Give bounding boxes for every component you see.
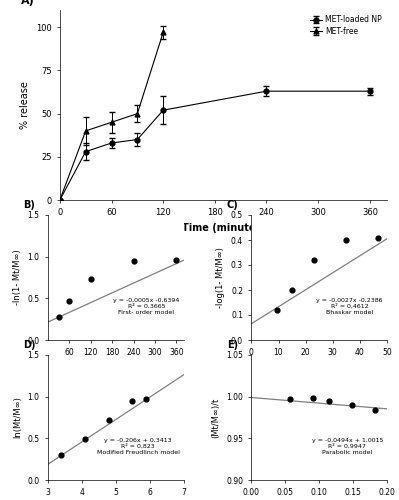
Point: [349, 401, 356, 409]
Text: A): A): [21, 0, 34, 6]
Text: B): B): [24, 200, 36, 210]
Point: [372, 406, 379, 414]
X-axis label: t/min: t/min: [105, 363, 127, 372]
Text: D): D): [24, 340, 36, 350]
Point: [130, 257, 137, 265]
Y-axis label: -log(1- Mt/M∞): -log(1- Mt/M∞): [216, 247, 225, 308]
Point: [143, 395, 149, 403]
X-axis label: Time (minutes): Time (minutes): [182, 223, 265, 233]
Text: y = -0,0494x + 1,0015
R² = 0,9947
Parabolic model: y = -0,0494x + 1,0015 R² = 0,9947 Parabo…: [312, 438, 383, 455]
Point: [274, 306, 280, 314]
Point: [173, 256, 180, 264]
Point: [129, 397, 135, 405]
Point: [287, 395, 293, 403]
Point: [326, 397, 333, 405]
Point: [105, 416, 112, 424]
X-axis label: t0.65: t0.65: [308, 363, 330, 372]
Text: y = -0,206x + 0,3413
R² = 0,823
Modified Freudlinch model: y = -0,206x + 0,3413 R² = 0,823 Modified…: [97, 438, 180, 455]
Y-axis label: ln(Mt/M∞): ln(Mt/M∞): [13, 396, 22, 438]
Point: [343, 236, 350, 244]
Point: [374, 234, 381, 241]
Text: E): E): [227, 340, 238, 350]
Point: [289, 286, 295, 294]
Y-axis label: -ln(1- Mt/M∞): -ln(1- Mt/M∞): [13, 250, 22, 306]
Y-axis label: (Mt/M∞)/t: (Mt/M∞)/t: [211, 398, 221, 438]
Y-axis label: % release: % release: [20, 81, 30, 129]
Point: [310, 256, 317, 264]
Legend: MET-loaded NP, MET-free: MET-loaded NP, MET-free: [309, 14, 383, 37]
Point: [55, 312, 62, 320]
Text: y = -0,0027x -0,2386
R² = 0,4612
Bhaskar model: y = -0,0027x -0,2386 R² = 0,4612 Bhaskar…: [316, 298, 383, 315]
Text: y = -0,0005x -0,6394
R² = 0,3665
First- order model: y = -0,0005x -0,6394 R² = 0,3665 First- …: [113, 298, 180, 315]
Text: C): C): [227, 200, 239, 210]
Point: [310, 394, 316, 402]
Point: [66, 297, 73, 305]
Point: [58, 451, 65, 459]
Point: [82, 435, 88, 443]
Point: [87, 275, 94, 283]
